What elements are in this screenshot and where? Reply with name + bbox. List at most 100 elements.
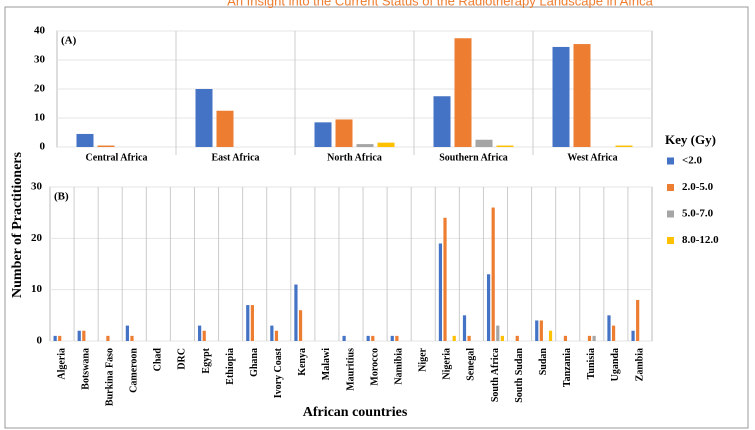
legend-swatch: [667, 210, 674, 218]
x-tick-label: Cameroon: [129, 348, 140, 393]
bar: [607, 315, 611, 341]
bar: [82, 330, 86, 341]
x-tick-label: Senegal: [466, 348, 477, 381]
x-tick-label: Sudan: [538, 348, 549, 376]
x-tick-label: Nigeria: [442, 348, 453, 380]
y-tick-label: 20: [31, 232, 43, 244]
bar: [454, 38, 472, 147]
x-tick-label: Botswana: [80, 348, 91, 390]
y-tick-label: 30: [34, 54, 46, 66]
legend-swatch: [667, 237, 674, 244]
y-tick-label: 10: [34, 112, 46, 124]
bar: [615, 145, 633, 147]
bar: [592, 335, 596, 341]
y-tick-label: 10: [31, 283, 43, 295]
bar: [198, 325, 202, 341]
x-tick-label: Chad: [153, 348, 164, 372]
bar: [636, 299, 640, 341]
bar: [395, 335, 399, 341]
bar: [216, 110, 234, 147]
bar: [270, 325, 274, 341]
x-tick-label: Niger: [418, 347, 429, 371]
bar: [573, 44, 591, 147]
y-tick-label: 20: [34, 83, 46, 95]
bar: [552, 46, 570, 148]
x-tick-label: Kenya: [297, 348, 308, 376]
bar: [475, 139, 493, 147]
x-tick-label: Ivory Coast: [273, 347, 284, 398]
x-tick-label: North Africa: [327, 152, 382, 163]
x-tick-label: Namibia: [393, 348, 404, 385]
bar: [438, 243, 443, 341]
x-tick-label: South Sudan: [514, 348, 525, 403]
x-tick-label: Malawi: [321, 348, 332, 380]
bar: [433, 96, 451, 147]
y-tick-label: 0: [40, 141, 46, 153]
bar: [53, 335, 57, 341]
bar: [377, 142, 395, 147]
bar: [335, 119, 353, 147]
bar: [294, 284, 298, 341]
bar: [125, 325, 129, 341]
bar: [77, 330, 81, 341]
plot-area: [49, 186, 653, 342]
bar: [371, 335, 375, 341]
x-tick-label: Mauritius: [345, 348, 356, 391]
bar: [467, 335, 471, 341]
bar: [587, 335, 592, 341]
bar: [314, 122, 332, 147]
bar: [515, 335, 519, 341]
y-tick-label: 0: [37, 335, 43, 347]
x-tick-label: Ethiopia: [225, 348, 236, 385]
bar: [250, 305, 254, 341]
page-title: An Insight into the Current Status of th…: [227, 0, 653, 8]
bar: [342, 335, 346, 341]
legend-label: 8.0-12.0: [682, 234, 719, 246]
x-tick-label: Egypt: [201, 347, 212, 373]
x-axis-label: African countries: [303, 405, 408, 420]
x-tick-label: Algeria: [56, 348, 67, 380]
x-tick-label: DRC: [177, 348, 188, 370]
legend-title: Key (Gy): [665, 132, 716, 147]
frame: [4, 6, 749, 429]
bar: [58, 335, 62, 341]
bar: [462, 315, 467, 341]
bar: [535, 320, 539, 341]
panel-label: (B): [54, 191, 69, 203]
bar: [246, 305, 250, 341]
x-tick-label: Zambia: [634, 348, 645, 381]
bar: [76, 133, 94, 147]
bar: [274, 330, 279, 341]
x-tick-label: Central Africa: [86, 152, 148, 163]
bar: [496, 145, 514, 147]
bar: [486, 274, 491, 341]
x-tick-label: Ghana: [249, 348, 260, 377]
bar: [452, 335, 456, 341]
bar: [491, 207, 495, 341]
legend-swatch: [667, 157, 674, 165]
bar: [548, 330, 553, 341]
bar: [563, 335, 568, 341]
bar: [611, 325, 616, 341]
y-tick-label: 40: [34, 25, 46, 37]
bar: [130, 335, 134, 341]
bar: [195, 89, 213, 147]
panel-label: (A): [61, 35, 77, 47]
x-tick-label: Tunisia: [586, 348, 597, 379]
legend-label: 2.0-5.0: [682, 181, 714, 193]
legend-label: 5.0-7.0: [682, 208, 714, 220]
x-tick-label: West Africa: [567, 152, 617, 163]
bar: [443, 217, 447, 341]
bar: [390, 335, 394, 341]
bar: [356, 144, 374, 147]
x-tick-label: South Africa: [490, 348, 501, 402]
bar: [97, 145, 115, 147]
bar: [631, 330, 635, 341]
y-axis-label: Number of Practitioners: [10, 151, 25, 297]
bar: [106, 335, 110, 341]
bar: [500, 335, 504, 341]
legend-swatch: [667, 184, 674, 191]
bar: [539, 320, 543, 341]
x-tick-label: Morocco: [369, 348, 380, 386]
